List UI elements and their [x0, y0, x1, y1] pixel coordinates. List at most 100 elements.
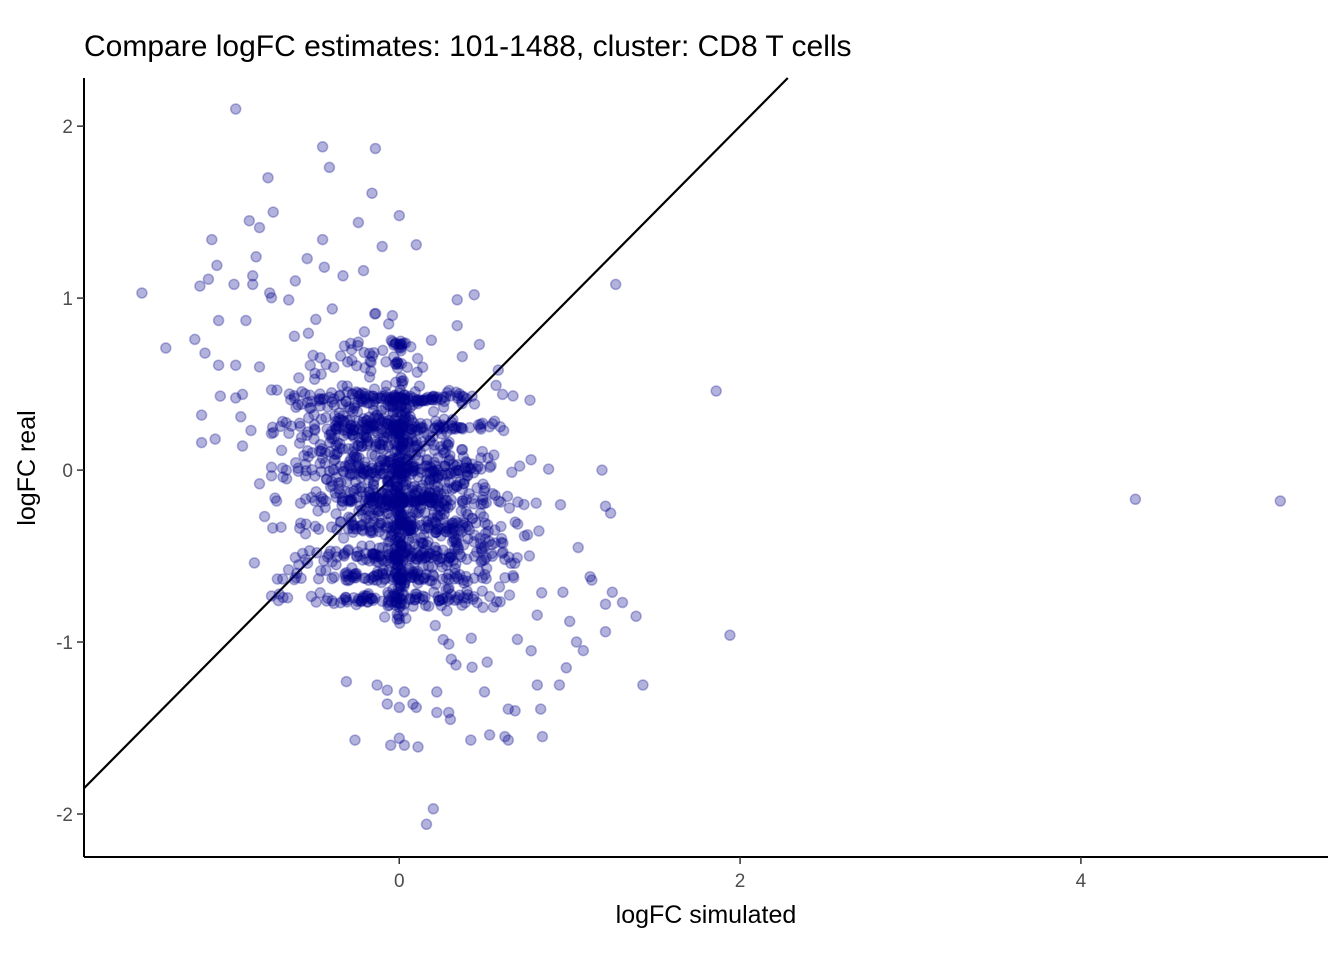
data-point: [373, 510, 386, 522]
data-point: [334, 414, 347, 426]
data-point: [344, 494, 356, 507]
data-point: [367, 398, 379, 411]
data-point: [423, 486, 436, 499]
data-point: [333, 390, 346, 402]
data-point: [449, 423, 462, 435]
data-point: [359, 422, 372, 434]
data-point: [350, 550, 363, 563]
data-point: [396, 400, 408, 412]
data-point: [315, 495, 328, 508]
data-point: [407, 392, 419, 404]
data-point: [381, 418, 394, 430]
data-point: [299, 553, 312, 566]
data-point: [396, 435, 408, 447]
data-point: [294, 517, 307, 529]
data-point: [358, 326, 371, 338]
data-point: [440, 572, 453, 584]
data-point: [344, 493, 356, 506]
data-point: [358, 346, 370, 359]
data-point: [354, 500, 367, 512]
data-point: [396, 421, 409, 434]
data-point: [382, 490, 394, 503]
data-point: [345, 493, 358, 506]
data-point: [391, 597, 404, 610]
data-point: [417, 491, 430, 504]
data-point: [340, 574, 352, 586]
data-point: [364, 417, 377, 429]
data-point: [393, 450, 406, 463]
data-point: [436, 593, 449, 606]
data-point: [394, 425, 406, 437]
data-point: [338, 429, 350, 442]
data-point: [455, 525, 468, 538]
data-point: [386, 418, 399, 430]
data-point: [288, 389, 301, 402]
data-point: [441, 494, 453, 507]
data-point: [189, 333, 201, 346]
data-point: [363, 485, 376, 498]
data-point: [364, 355, 376, 367]
data-point: [396, 593, 408, 606]
data-point: [432, 553, 444, 565]
data-point: [407, 600, 419, 613]
data-point: [393, 387, 405, 399]
data-point: [443, 552, 455, 564]
data-point: [446, 423, 458, 435]
data-point: [448, 543, 461, 555]
data-point: [371, 521, 384, 534]
data-point: [470, 463, 483, 475]
data-point: [396, 569, 408, 581]
data-point: [430, 523, 443, 535]
data-point: [327, 361, 340, 373]
data-point: [397, 394, 410, 406]
data-point: [267, 426, 280, 439]
data-point: [391, 427, 404, 440]
data-point: [373, 556, 385, 568]
data-point: [534, 703, 547, 715]
data-point: [431, 706, 443, 719]
data-point: [391, 465, 404, 478]
data-point: [246, 278, 259, 291]
data-point: [388, 588, 400, 601]
data-point: [376, 439, 388, 451]
data-point: [409, 594, 421, 606]
data-point: [348, 492, 361, 504]
data-point: [394, 537, 407, 550]
data-point: [476, 445, 489, 458]
data-point: [432, 522, 445, 534]
data-point: [466, 492, 479, 505]
data-point: [356, 425, 369, 437]
data-point: [476, 554, 488, 567]
data-point: [360, 430, 373, 443]
data-point: [390, 396, 402, 408]
data-point: [471, 596, 483, 609]
data-point: [413, 573, 425, 585]
data-point: [298, 449, 310, 462]
data-point: [419, 460, 431, 473]
data-point: [455, 395, 468, 407]
data-point: [321, 423, 333, 435]
data-point: [473, 565, 485, 577]
data-point: [424, 475, 436, 487]
data-point: [525, 644, 537, 657]
data-point: [336, 398, 349, 410]
data-point: [330, 423, 342, 435]
data-point: [304, 389, 316, 402]
data-point: [382, 479, 394, 492]
data-point: [289, 456, 302, 469]
data-point: [451, 516, 464, 529]
data-point: [387, 394, 400, 407]
data-point: [326, 572, 338, 585]
data-point: [407, 417, 420, 429]
data-point: [333, 483, 345, 495]
data-point: [377, 568, 389, 580]
data-point: [433, 469, 445, 481]
data-point: [476, 572, 489, 584]
data-point: [394, 530, 407, 543]
data-point: [381, 521, 394, 533]
data-point: [430, 526, 442, 539]
data-point: [450, 421, 462, 433]
data-point: [524, 394, 536, 406]
data-point: [451, 294, 463, 306]
data-point: [390, 567, 403, 579]
